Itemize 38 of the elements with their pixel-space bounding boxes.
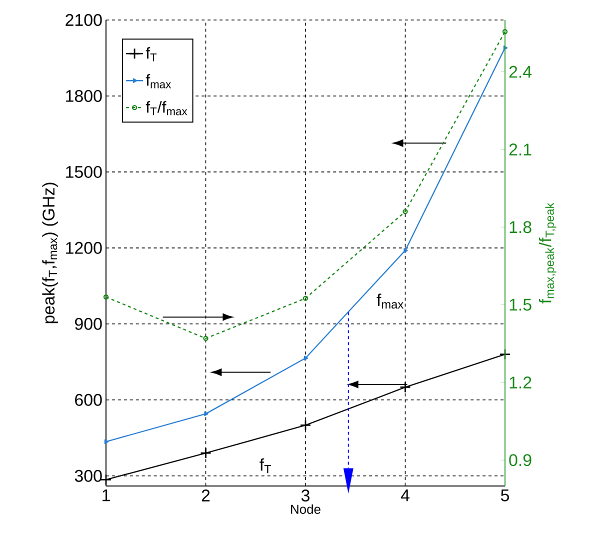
- y-tick-label: 1200: [66, 242, 102, 254]
- x-tick-label: 3: [301, 490, 310, 502]
- x-tick-label: 5: [500, 490, 509, 502]
- x-axis-title: Node: [291, 504, 320, 514]
- legend-label: f$_{T}$/f$_{max}$: [146, 101, 188, 116]
- x-tick-label: 1: [102, 490, 110, 502]
- y2-tick-label: 1.5: [510, 298, 532, 311]
- point: [502, 29, 508, 34]
- point: [204, 411, 208, 416]
- annotation: f$_{max}$: [376, 294, 404, 309]
- point: [104, 439, 109, 444]
- point: [203, 336, 208, 342]
- point: [200, 447, 212, 459]
- y-tick-label: 1500: [66, 166, 102, 178]
- y-tick-label: 300: [74, 470, 102, 482]
- y2-tick-label: 0.9: [509, 454, 532, 466]
- x-tick-label: 2: [202, 490, 210, 502]
- x-tick-label: 4: [400, 490, 410, 502]
- point: [404, 248, 408, 253]
- y-tick-label: 900: [75, 318, 102, 330]
- y2-tick-label: 1.8: [510, 221, 532, 234]
- y-tick-label: 2100: [66, 14, 102, 26]
- y2-tick-label: 2.1: [509, 144, 532, 156]
- point: [302, 296, 308, 301]
- y2-tick-label: 2.4: [509, 66, 532, 78]
- y-tick-label: 600: [75, 394, 102, 406]
- annotation: f$_{T}$: [260, 458, 272, 474]
- point: [103, 294, 109, 300]
- legend-label: f$_{T}$: [146, 47, 157, 62]
- point: [304, 356, 308, 360]
- y2-tick-label: 1.2: [510, 376, 532, 388]
- point: [402, 208, 408, 214]
- y-axis-title: peak(f$_{T}$,f$_{max}$) (GHz): [42, 182, 58, 324]
- y2-axis-title: f$_{max,peak}$/f$_{T,peak}$: [538, 202, 556, 304]
- point: [300, 420, 312, 431]
- point: [400, 382, 411, 393]
- y-tick-label: 1800: [66, 90, 102, 102]
- legend-label: f$_{max}$: [146, 74, 172, 88]
